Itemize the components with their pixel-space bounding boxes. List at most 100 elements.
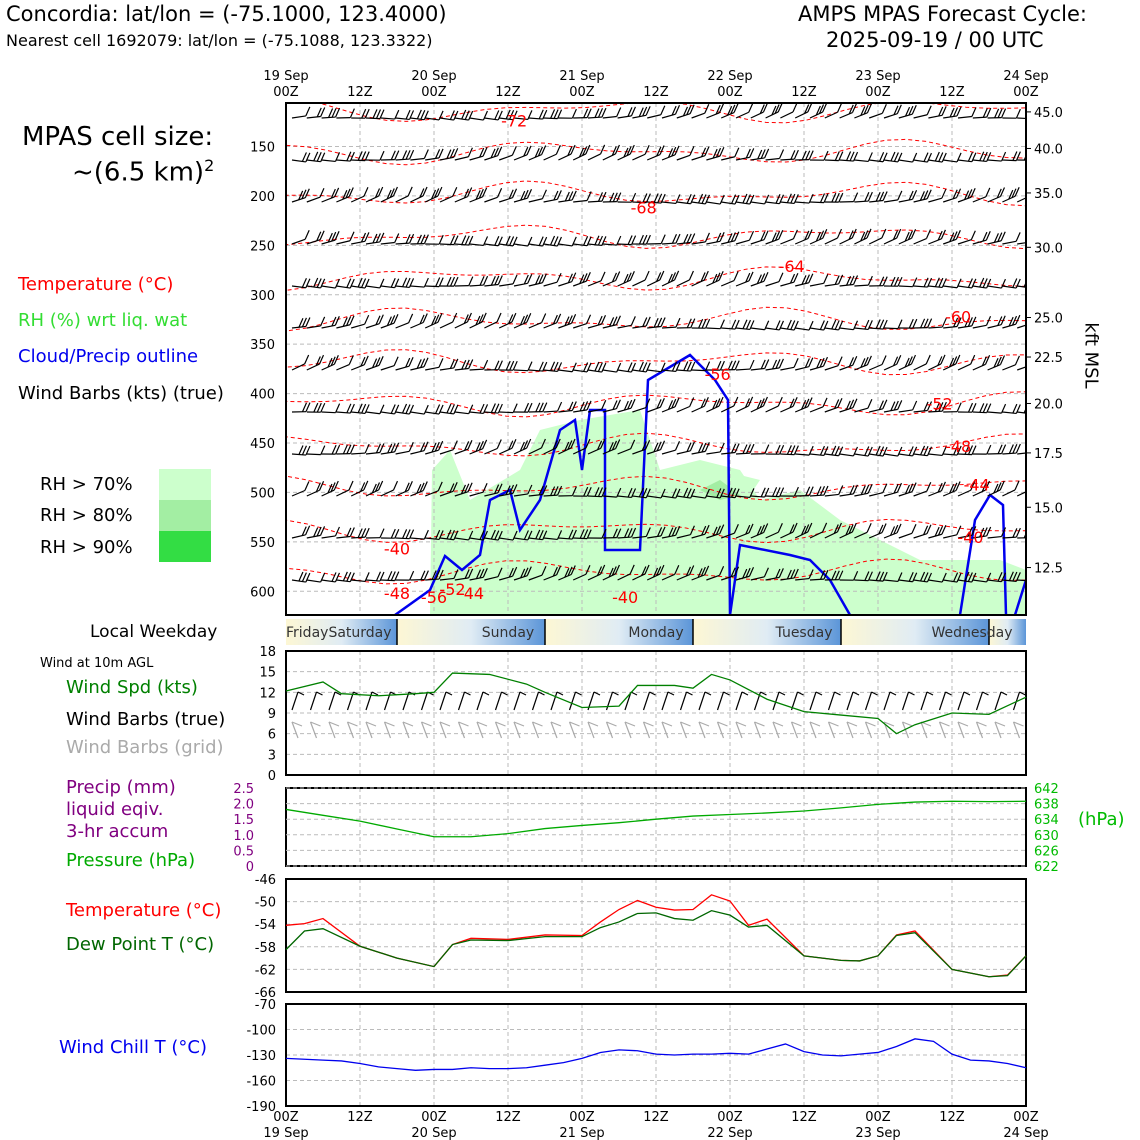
wind-barb-grid-flag (495, 721, 506, 727)
wind-barb (869, 191, 888, 203)
wind-barb (869, 276, 888, 287)
bottom-hour-label: 12Z (347, 1110, 373, 1125)
wind-barb (558, 236, 577, 247)
wind-barb-grid-flag (476, 721, 488, 727)
y-tick-label: -54 (255, 918, 276, 933)
wind-barb (898, 318, 918, 329)
wind-barb (987, 187, 1006, 203)
wind-barb (543, 401, 563, 413)
wind-barb (365, 314, 384, 329)
wind-barb-grid-flag (883, 721, 895, 727)
wind-barb (439, 187, 458, 203)
wind-barb (587, 487, 607, 498)
wind-barb (735, 319, 755, 331)
wind-barb (380, 313, 399, 329)
wind-barb (513, 402, 533, 413)
pressure-tick-label: 642 (1034, 782, 1059, 797)
temperature-contour-label: -64 (779, 257, 805, 276)
wind-barb (454, 482, 473, 497)
wind-barb (306, 572, 326, 583)
wind-barb-true-flag (908, 691, 915, 696)
bottom-date-label: 21 Sep (559, 1126, 604, 1140)
wind-barb (661, 565, 680, 581)
bottom-hour-label: 12Z (643, 1110, 669, 1125)
wind-barb (898, 190, 918, 203)
wind-barb-true (846, 691, 854, 711)
wind-barb (439, 276, 459, 287)
wind-barb (691, 488, 710, 499)
wind-barb-true-flag (852, 691, 860, 696)
wind-barb (617, 398, 636, 413)
wind-barb (750, 396, 768, 413)
temperature-label: Temperature (°C) (66, 900, 222, 921)
wind-barb-grid-flag (735, 721, 747, 727)
wind-barb (558, 144, 576, 161)
y-tick-label: 18 (259, 645, 276, 660)
wind-barb (839, 103, 858, 119)
wind-barb (765, 149, 785, 161)
wind-barb (395, 149, 415, 161)
wind-barb-true (994, 691, 1002, 711)
legend-rh80-label: RH > 80% (40, 505, 133, 526)
wind-barb (795, 150, 814, 161)
wind-barb (868, 355, 887, 371)
wind-barb (913, 318, 933, 329)
wind-barb-grid-flag (402, 721, 414, 727)
wind-barb-true-flag (982, 691, 989, 696)
dewpoint-label: Dew Point T (°C) (66, 934, 215, 955)
wind-barb-grid-flag (754, 721, 765, 727)
wind-barb-true-flag (834, 691, 841, 696)
legend-rh80-swatch (159, 500, 211, 531)
wind-barb (543, 485, 563, 497)
wind-barb (425, 404, 444, 415)
wind-barb (913, 105, 932, 119)
wind-barb (380, 480, 399, 497)
wind-barb (809, 103, 828, 119)
temperature-panel: -66 -62 -58 -54 -50 -46 (255, 873, 1027, 1001)
wind-barb (869, 399, 888, 413)
wind-barb (410, 277, 429, 288)
wind-barb-true-flag (630, 691, 638, 696)
wind-barb (528, 529, 548, 541)
wind-barb (498, 312, 517, 329)
wind-barb (410, 186, 428, 203)
wind-barb-true-flag (297, 691, 305, 696)
wind-barb-grid (568, 721, 577, 739)
pressure-tick-label: 634 (1034, 813, 1059, 828)
wind-barb-grid (420, 721, 429, 739)
wind-barb-grid (994, 721, 1002, 739)
wind-barb-true-flag (371, 691, 379, 696)
wind-barb (395, 186, 413, 203)
wind-barb-true-flag (723, 691, 730, 696)
temperature-contour (286, 475, 1026, 501)
wind-barb (1017, 281, 1026, 288)
wind-barb-true (661, 691, 669, 711)
wind-barb-grid-flag (1013, 721, 1024, 727)
wind-barb (395, 481, 413, 497)
temperature-contour (286, 349, 1026, 376)
wind-barb (795, 357, 814, 371)
bottom-hour-label: 00Z (569, 1110, 595, 1125)
wind-barb-grid (957, 721, 965, 739)
wind-barb (854, 152, 873, 163)
wind-barb-true (365, 691, 373, 711)
windchill-panel: -190 -160 -130 -100 -70 (246, 998, 1027, 1115)
wind-barb (883, 523, 902, 539)
wind-barb (706, 271, 724, 287)
wind-barb (928, 229, 946, 245)
wind-barb-true (679, 691, 688, 711)
wind-barb-grid-flag (310, 721, 321, 727)
precip-label-2: liquid eqiv. (66, 799, 164, 820)
cycle-title: AMPS MPAS Forecast Cycle: (798, 2, 1087, 26)
wind-barb-true-flag (390, 691, 397, 696)
wind-barb (454, 359, 474, 371)
wind-barb (336, 278, 355, 289)
wind-barb-true-flag (760, 691, 767, 696)
wind-barb (854, 398, 873, 413)
wind-barb (957, 571, 977, 583)
wind-barb (498, 145, 517, 161)
wind-barb-true (809, 691, 817, 711)
wind-barb (809, 522, 828, 539)
pressure-line (285, 800, 1027, 838)
wind-barb (854, 228, 872, 245)
